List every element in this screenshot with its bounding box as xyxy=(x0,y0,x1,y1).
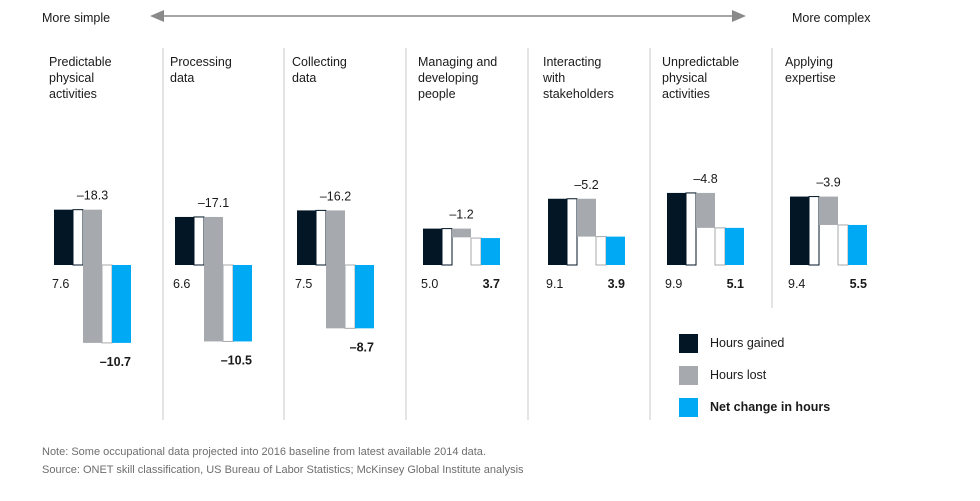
label-net-change-predictable-physical-activities: –10.7 xyxy=(100,355,131,369)
legend-label-hours-gained: Hours gained xyxy=(710,336,784,350)
bar-hours-lost-processing-data xyxy=(204,217,223,341)
label-hours-lost-predictable-physical-activities: –18.3 xyxy=(77,189,108,203)
label-hours-lost-processing-data: –17.1 xyxy=(198,196,229,210)
legend-swatch-hours-gained xyxy=(679,334,698,353)
bar-net-change-collecting-data xyxy=(355,265,374,328)
label-hours-gained-unpredictable-physical-activities: 9.9 xyxy=(665,277,682,291)
legend-swatch-net-change xyxy=(679,398,698,417)
label-hours-gained-interacting-with-stakeholders: 9.1 xyxy=(546,277,563,291)
legend-label-hours-lost: Hours lost xyxy=(710,368,766,382)
bar-hours-lost-applying-expertise xyxy=(819,197,838,225)
bar-hours-gained-collecting-data xyxy=(297,210,316,265)
waterfall-chart: Predictable physical activities 7.6 –18.3 –10… xyxy=(0,0,980,501)
connector-gained-interacting-with-stakeholders xyxy=(567,199,577,265)
bar-hours-gained-managing-and-developing-people xyxy=(423,229,442,265)
bar-net-change-processing-data xyxy=(233,265,252,341)
connector-lost-processing-data xyxy=(223,265,233,341)
connector-gained-applying-expertise xyxy=(809,197,819,265)
legend-item-hours-gained: Hours gained xyxy=(679,333,784,353)
connector-lost-interacting-with-stakeholders xyxy=(596,237,606,265)
label-hours-lost-managing-and-developing-people: –1.2 xyxy=(449,208,473,222)
label-net-change-applying-expertise: 5.5 xyxy=(850,277,867,291)
bar-hours-gained-unpredictable-physical-activities xyxy=(667,193,686,265)
chart-source: Source: ONET skill classification, US Bu… xyxy=(42,464,524,476)
bar-net-change-predictable-physical-activities xyxy=(112,265,131,343)
bar-net-change-managing-and-developing-people xyxy=(481,238,500,265)
bar-hours-lost-collecting-data xyxy=(326,210,345,328)
bar-net-change-applying-expertise xyxy=(848,225,867,265)
bar-hours-gained-predictable-physical-activities xyxy=(54,210,73,265)
legend-swatch-hours-lost xyxy=(679,366,698,385)
chart-note: Note: Some occupational data projected i… xyxy=(42,446,486,458)
bar-hours-gained-interacting-with-stakeholders xyxy=(548,199,567,265)
label-hours-gained-predictable-physical-activities: 7.6 xyxy=(52,277,69,291)
connector-lost-managing-and-developing-people xyxy=(471,238,481,265)
label-hours-gained-applying-expertise: 9.4 xyxy=(788,277,805,291)
connector-lost-unpredictable-physical-activities xyxy=(715,228,725,265)
connector-lost-collecting-data xyxy=(345,265,355,328)
connector-gained-unpredictable-physical-activities xyxy=(686,193,696,265)
bar-hours-lost-unpredictable-physical-activities xyxy=(696,193,715,228)
category-title-predictable-physical-activities: Predictable physical activities xyxy=(49,55,112,101)
category-title-managing-and-developing-people: Managing and developing people xyxy=(418,55,497,101)
connector-gained-predictable-physical-activities xyxy=(73,210,83,265)
connector-gained-managing-and-developing-people xyxy=(442,229,452,265)
legend-item-net-change: Net change in hours xyxy=(679,397,830,417)
category-title-interacting-with-stakeholders: Interacting with stakeholders xyxy=(542,55,614,101)
category-title-collecting-data: Collecting data xyxy=(292,55,347,85)
connector-lost-applying-expertise xyxy=(838,225,848,265)
connector-gained-processing-data xyxy=(194,217,204,265)
label-hours-lost-applying-expertise: –3.9 xyxy=(816,176,840,190)
category-title-applying-expertise: Applying expertise xyxy=(785,55,836,85)
bar-hours-gained-processing-data xyxy=(175,217,194,265)
legend-label-net-change: Net change in hours xyxy=(710,400,830,414)
label-hours-lost-interacting-with-stakeholders: –5.2 xyxy=(574,178,598,192)
category-title-unpredictable-physical-activities: Unpredictable physical activities xyxy=(662,55,739,101)
bar-hours-lost-interacting-with-stakeholders xyxy=(577,199,596,237)
bar-net-change-interacting-with-stakeholders xyxy=(606,237,625,265)
connector-gained-collecting-data xyxy=(316,210,326,265)
label-net-change-collecting-data: –8.7 xyxy=(350,340,374,354)
label-hours-gained-collecting-data: 7.5 xyxy=(295,277,312,291)
connector-lost-predictable-physical-activities xyxy=(102,265,112,343)
label-net-change-interacting-with-stakeholders: 3.9 xyxy=(608,277,625,291)
bar-hours-lost-predictable-physical-activities xyxy=(83,210,102,343)
label-hours-lost-collecting-data: –16.2 xyxy=(320,189,351,203)
bar-net-change-unpredictable-physical-activities xyxy=(725,228,744,265)
bar-hours-lost-managing-and-developing-people xyxy=(452,229,471,238)
label-hours-lost-unpredictable-physical-activities: –4.8 xyxy=(693,172,717,186)
label-net-change-unpredictable-physical-activities: 5.1 xyxy=(727,277,744,291)
label-hours-gained-managing-and-developing-people: 5.0 xyxy=(421,277,438,291)
label-net-change-processing-data: –10.5 xyxy=(221,353,252,367)
bar-hours-gained-applying-expertise xyxy=(790,197,809,265)
label-net-change-managing-and-developing-people: 3.7 xyxy=(483,277,500,291)
legend-item-hours-lost: Hours lost xyxy=(679,365,766,385)
category-title-processing-data: Processing data xyxy=(170,55,232,85)
label-hours-gained-processing-data: 6.6 xyxy=(173,277,190,291)
